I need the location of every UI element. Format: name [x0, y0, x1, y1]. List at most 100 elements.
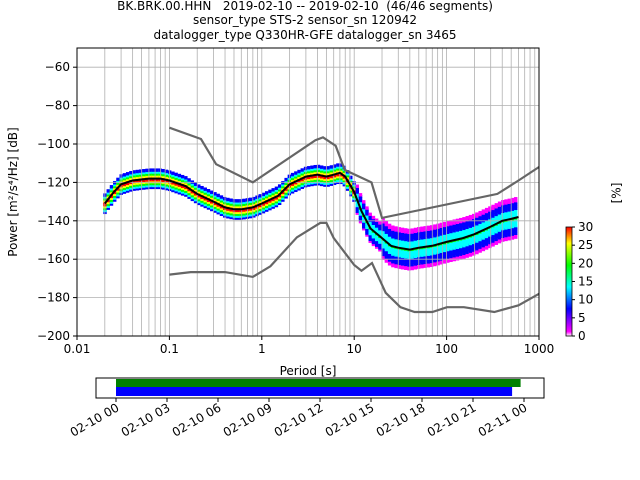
density-cell	[261, 208, 266, 212]
density-cell	[261, 209, 266, 214]
density-cell	[297, 185, 301, 189]
density-cell	[420, 263, 424, 267]
density-cell	[504, 208, 508, 213]
colorbar-tick-label: 10	[578, 293, 593, 307]
density-cell	[210, 196, 214, 200]
density-cell	[394, 253, 398, 257]
series-line-nhnm	[169, 126, 540, 220]
density-cell	[323, 181, 327, 185]
density-cell	[423, 235, 427, 240]
density-cell	[316, 166, 321, 171]
density-cell	[339, 165, 343, 169]
density-cell	[319, 167, 324, 171]
density-cell	[362, 203, 366, 208]
density-cell	[358, 200, 363, 205]
density-cell	[494, 212, 499, 217]
density-cell	[465, 231, 469, 235]
density-cell	[497, 205, 502, 209]
y-tick-label: −120	[37, 175, 70, 189]
density-cell	[129, 182, 133, 186]
density-cell	[378, 246, 382, 250]
density-cell	[213, 195, 217, 200]
density-cell	[384, 255, 389, 259]
density-cell	[310, 167, 314, 171]
density-cell	[268, 199, 272, 203]
density-cell	[216, 197, 220, 201]
density-cell	[400, 248, 405, 253]
density-cell	[433, 241, 437, 246]
density-cell	[514, 204, 518, 209]
density-cell	[125, 189, 130, 193]
density-cell	[394, 228, 398, 232]
density-cell	[471, 236, 476, 241]
density-cell	[407, 232, 411, 236]
density-cell	[433, 257, 437, 261]
density-cell	[407, 244, 411, 248]
density-cell	[404, 245, 408, 249]
density-cell	[193, 194, 198, 198]
density-cell	[436, 258, 440, 262]
density-cell	[252, 212, 256, 216]
density-cell	[197, 197, 201, 202]
density-cell	[465, 250, 469, 254]
density-cell	[426, 250, 431, 254]
density-cell	[307, 171, 311, 176]
density-cell	[313, 182, 317, 186]
density-cell	[371, 219, 376, 224]
density-cell	[423, 233, 427, 238]
colorbar-tick-label: 30	[578, 220, 593, 234]
timeline-tick-label: 02-10 12	[272, 400, 326, 439]
density-cell	[349, 177, 353, 182]
density-cell	[239, 199, 243, 203]
density-cell	[203, 189, 207, 193]
density-cell	[184, 176, 188, 180]
density-cell	[210, 205, 214, 210]
density-cell	[442, 250, 447, 255]
density-cell	[171, 184, 175, 189]
density-cell	[323, 166, 327, 170]
density-cell	[468, 216, 473, 221]
density-cell	[488, 210, 492, 214]
density-cell	[501, 209, 505, 214]
density-cell	[442, 229, 447, 233]
density-cell	[374, 239, 379, 244]
density-cell	[345, 181, 350, 186]
density-cell	[332, 166, 337, 170]
density-cell	[362, 209, 366, 214]
density-cell	[439, 243, 444, 248]
density-cell	[213, 192, 217, 196]
density-cell	[242, 214, 246, 218]
density-cell	[407, 263, 411, 267]
density-cell	[446, 251, 450, 256]
density-cell	[446, 259, 450, 263]
density-cell	[394, 262, 398, 267]
density-cell	[404, 260, 408, 265]
density-cell	[206, 192, 211, 197]
density-cell	[514, 233, 518, 237]
density-cell	[125, 185, 130, 189]
density-cell	[465, 225, 469, 229]
density-cell	[426, 235, 431, 239]
density-cell	[171, 188, 175, 193]
density-cell	[459, 246, 463, 251]
density-cell	[452, 254, 456, 258]
density-cell	[129, 172, 133, 177]
density-cell	[158, 174, 162, 178]
density-cell	[391, 225, 395, 229]
density-cell	[446, 234, 450, 238]
density-cell	[397, 261, 402, 266]
density-cell	[213, 205, 217, 209]
density-cell	[459, 225, 463, 230]
density-cell	[132, 183, 136, 188]
density-cell	[155, 178, 159, 182]
density-cell	[190, 186, 195, 190]
density-cell	[248, 207, 253, 211]
density-cell	[164, 186, 169, 191]
density-cell	[404, 264, 408, 269]
density-cell	[497, 232, 502, 236]
density-cell	[481, 226, 486, 231]
density-cell	[277, 184, 282, 188]
density-cell	[462, 220, 466, 225]
y-axis-label: Power [m²/s⁴/Hz] [dB]	[6, 127, 20, 256]
density-cell	[384, 253, 389, 257]
